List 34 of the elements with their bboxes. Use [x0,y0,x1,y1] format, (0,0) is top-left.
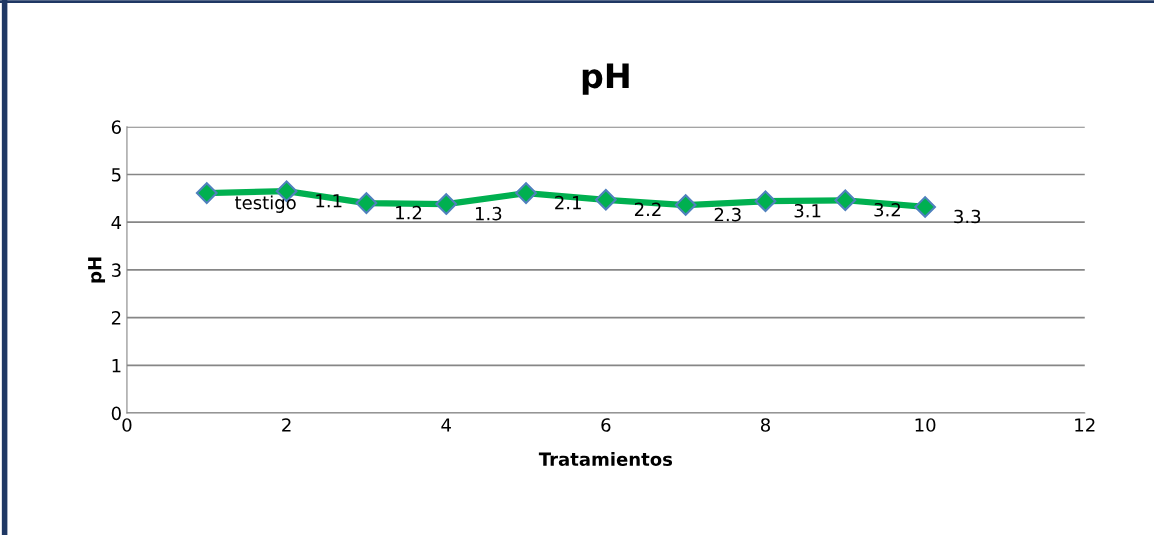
y-tick-label: 4 [111,215,122,230]
point [355,192,378,214]
y-tick-label: 3 [111,263,121,278]
y-tick-label: 1 [112,359,121,373]
annotation: 3.1 [794,203,821,218]
x-tick-label: 4 [441,418,451,432]
x-tick-label: 0 [122,418,132,432]
y-axis-title: pH [88,257,106,283]
x-tick-label: 6 [601,418,611,432]
y-tick-label: 2 [111,311,121,325]
point [435,193,458,215]
annotation: 1.2 [396,205,422,220]
annotation: 3.3 [954,209,981,224]
point [674,194,697,216]
annotation: 2.3 [714,207,741,222]
y-tick-label: 0 [111,406,121,421]
point [195,182,218,204]
annotation: 3.2 [874,202,900,217]
x-tick-label: 2 [282,418,291,432]
x-axis-title: Tratamientos [538,452,673,466]
y-tick-label: 5 [111,168,121,182]
annotation: testigo [235,195,296,213]
x-tick-label: 10 [915,418,936,432]
point [754,190,777,213]
point [594,188,617,211]
y-tick-label: 6 [111,120,121,134]
point [515,182,537,204]
annotation: 2.2 [634,202,661,216]
point [834,189,857,212]
chart-title: pH [582,63,629,95]
point [914,196,936,218]
annotation: 1.3 [475,206,502,221]
x-tick-label: 8 [760,418,770,432]
x-tick-label: 12 [1075,418,1095,432]
